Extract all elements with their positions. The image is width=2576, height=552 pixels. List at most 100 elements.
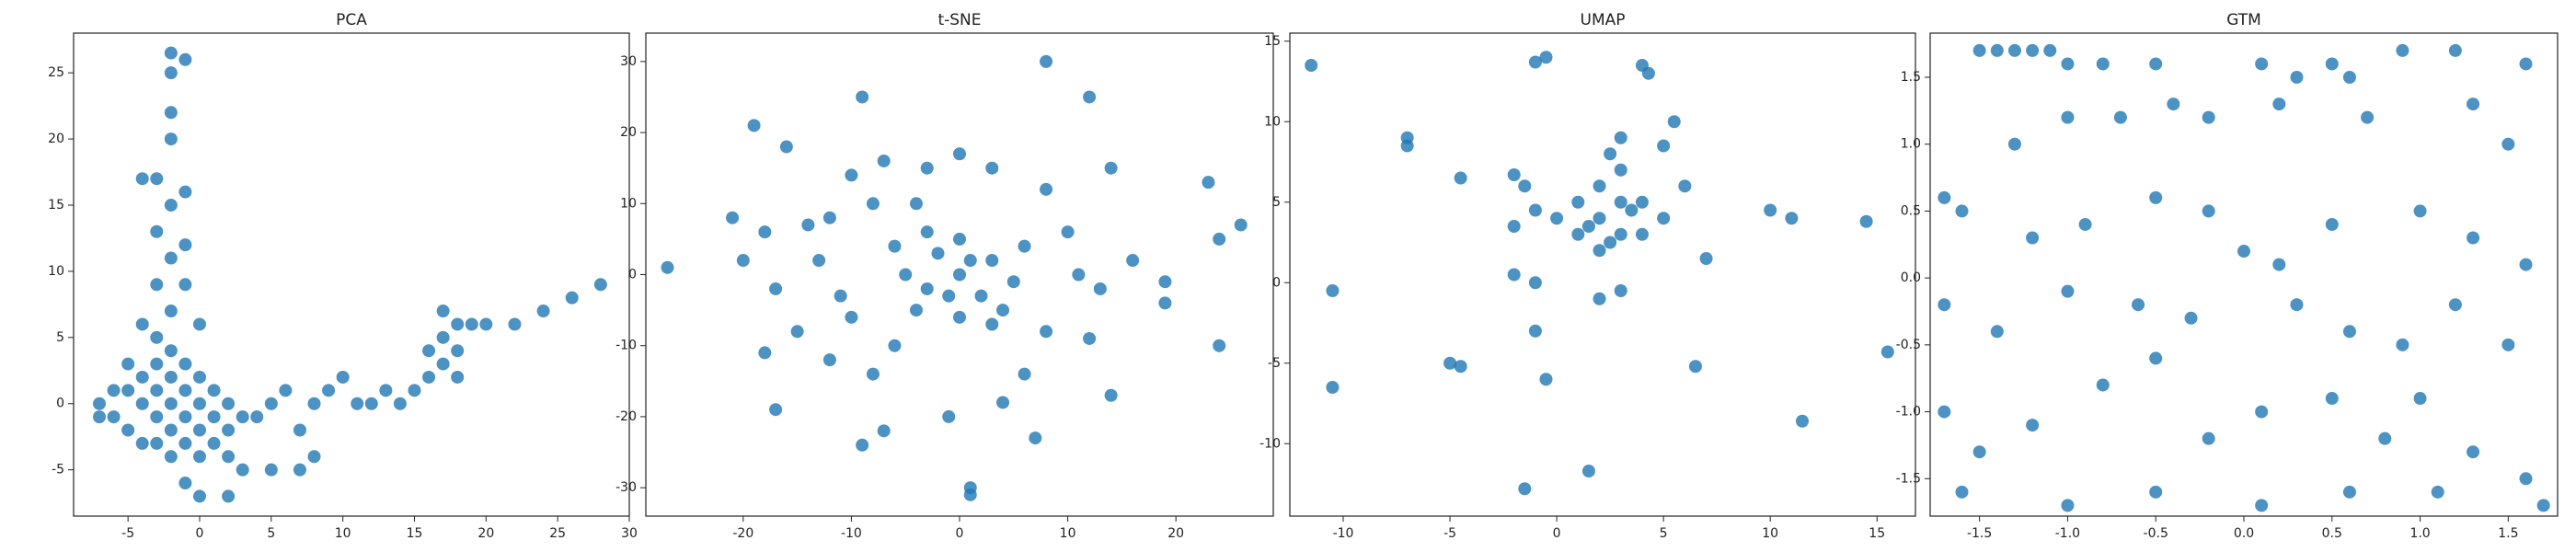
x-tick-label: 15 [1869, 526, 1885, 541]
point [1614, 227, 1627, 241]
point [1604, 236, 1617, 249]
point [1083, 90, 1097, 104]
point [1507, 268, 1521, 282]
point [2467, 98, 2480, 111]
point [736, 254, 750, 268]
point [1213, 339, 1226, 352]
point [2026, 231, 2040, 245]
point [1040, 54, 1053, 68]
point [2290, 298, 2304, 312]
point [1604, 147, 1617, 161]
point [164, 198, 178, 212]
point [899, 268, 913, 282]
point [866, 367, 880, 381]
point [436, 305, 450, 318]
point [1126, 254, 1140, 268]
y-tick-label: -10 [1259, 436, 1281, 451]
point [877, 154, 891, 167]
point [953, 310, 966, 324]
point [307, 450, 321, 464]
point [931, 247, 945, 260]
x-tick-label: -5 [1443, 526, 1456, 541]
point [996, 396, 1010, 409]
axes-frame [645, 32, 1274, 517]
point [1938, 405, 1951, 419]
point [1528, 203, 1542, 217]
point [1104, 161, 1118, 175]
point [436, 330, 450, 344]
point [1972, 43, 1986, 57]
point [1072, 268, 1086, 282]
point [164, 66, 178, 80]
y-tick-label: 0 [1272, 275, 1281, 290]
point [192, 370, 206, 384]
point [93, 397, 107, 410]
point [178, 410, 192, 424]
point [856, 90, 869, 104]
point [107, 384, 121, 397]
point [1880, 345, 1894, 359]
point [222, 450, 236, 464]
point [1528, 55, 1542, 69]
x-tick-label: 20 [1167, 526, 1184, 541]
point [726, 211, 740, 224]
point [1764, 203, 1777, 217]
point [178, 477, 192, 490]
point [942, 289, 956, 303]
point [1507, 220, 1521, 233]
point [1938, 190, 1951, 204]
y-tick-label: -5 [52, 463, 64, 477]
point [2448, 298, 2462, 312]
point [1635, 195, 1649, 209]
chart-title: GTM [2226, 11, 2261, 29]
point [845, 168, 858, 182]
point [1528, 276, 1542, 290]
point [2043, 43, 2057, 57]
point [1990, 43, 2004, 57]
point [164, 305, 178, 318]
point [801, 218, 815, 232]
point [953, 232, 966, 246]
x-tick-label: -0.5 [2144, 526, 2168, 541]
y-tick-label: 0 [56, 397, 64, 411]
x-tick-label: 30 [621, 526, 638, 541]
point [121, 357, 135, 371]
point [1614, 131, 1627, 144]
point [207, 410, 221, 424]
point [2290, 70, 2304, 84]
point [1785, 212, 1799, 225]
point [877, 424, 891, 438]
point [1083, 331, 1097, 345]
x-tick-label: 0 [956, 526, 964, 541]
point [2342, 70, 2356, 84]
point [2255, 57, 2269, 71]
x-tick-label: -20 [732, 526, 753, 541]
point [178, 238, 192, 252]
point [364, 397, 378, 410]
point [1641, 66, 1655, 80]
point [2149, 351, 2163, 365]
point [1678, 179, 1692, 193]
x-tick-label: -5 [121, 526, 134, 541]
point [222, 397, 236, 410]
point [1158, 296, 1172, 310]
point [164, 423, 178, 437]
x-tick-label: 20 [477, 526, 494, 541]
point [822, 211, 836, 224]
point [985, 317, 999, 331]
point [192, 423, 206, 437]
point [264, 463, 278, 477]
point [465, 317, 478, 331]
point [1029, 431, 1042, 445]
point [1688, 360, 1702, 374]
point [150, 224, 164, 238]
point [2061, 110, 2075, 124]
point [2536, 499, 2550, 512]
point [2007, 43, 2021, 57]
point [2078, 217, 2092, 231]
point [2467, 231, 2480, 245]
point [985, 254, 999, 268]
point [1326, 381, 1340, 394]
point [135, 397, 149, 410]
